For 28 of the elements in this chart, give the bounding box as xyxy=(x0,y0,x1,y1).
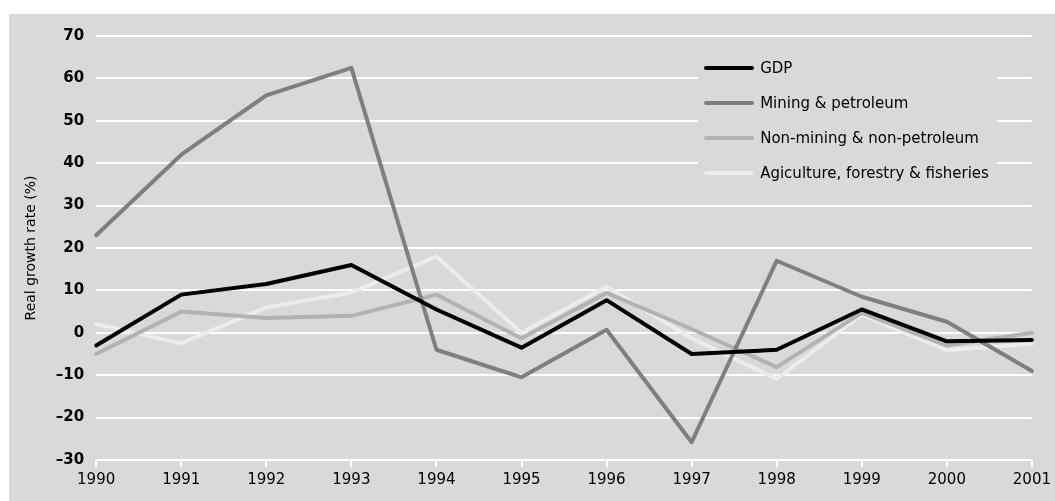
legend-label: Non-mining & non-petroleum xyxy=(760,128,979,147)
y-tick-label: –10 xyxy=(55,365,85,384)
y-tick-label: 70 xyxy=(63,25,85,44)
legend-label: Mining & petroleum xyxy=(760,93,909,112)
x-tick-label: 1996 xyxy=(587,469,626,488)
x-tick-label: 1994 xyxy=(417,469,456,488)
x-tick-label: 1992 xyxy=(247,469,286,488)
y-tick-label: 20 xyxy=(63,237,85,256)
y-tick-label: 0 xyxy=(73,322,85,341)
x-tick-label: 1990 xyxy=(77,469,116,488)
y-tick-label: 40 xyxy=(63,153,85,172)
x-tick-label: 2000 xyxy=(927,469,966,488)
x-tick-label: 1999 xyxy=(842,469,881,488)
y-axis-title: Real growth rate (%) xyxy=(22,175,39,321)
y-tick-label: 60 xyxy=(63,68,85,87)
x-tick-label: 1993 xyxy=(332,469,371,488)
x-tick-label: 1995 xyxy=(502,469,541,488)
y-tick-label: 50 xyxy=(63,110,85,129)
y-tick-label: 30 xyxy=(63,195,85,214)
x-tick-label: 2001 xyxy=(1012,469,1052,488)
y-tick-label: –20 xyxy=(55,407,85,426)
x-tick-label: 1997 xyxy=(672,469,711,488)
legend-label: GDP xyxy=(760,58,793,77)
y-tick-label: –30 xyxy=(55,449,85,468)
x-tick-label: 1998 xyxy=(757,469,796,488)
legend-label: Agiculture, forestry & fisheries xyxy=(760,163,989,182)
x-tick-label: 1991 xyxy=(162,469,201,488)
y-tick-label: 10 xyxy=(63,280,85,299)
